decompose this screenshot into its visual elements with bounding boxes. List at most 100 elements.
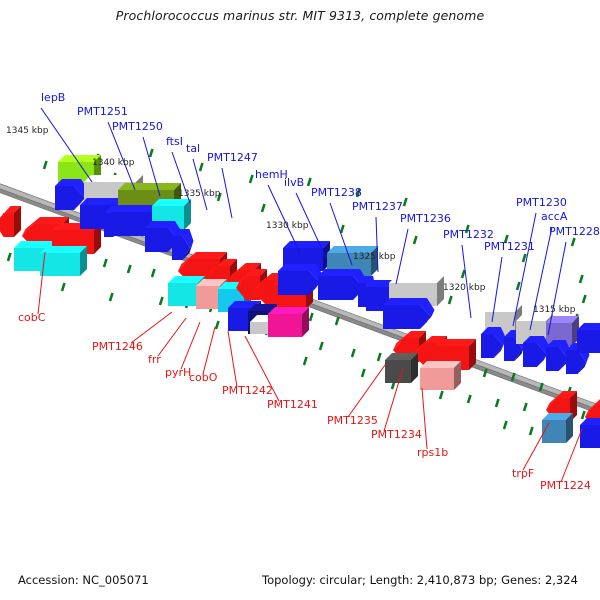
gene-top-face [118, 183, 181, 190]
gene-glyph-forward[interactable] [383, 298, 435, 329]
gene-front-face [523, 343, 547, 367]
gene-top-face [248, 304, 277, 311]
gene-front-face [250, 322, 272, 334]
leader-line [142, 136, 161, 197]
gene-glyph-forward[interactable] [278, 264, 324, 295]
gene-top-face [268, 307, 309, 314]
gene-front-face [236, 276, 260, 300]
gene-label-PMT1247[interactable]: PMT1247 [207, 151, 258, 164]
tick-mark-lower [308, 312, 314, 322]
gene-label-PMT1238[interactable]: PMT1238 [311, 186, 362, 199]
leader-line [221, 167, 233, 219]
gene-label-PMT1242[interactable]: PMT1242 [222, 384, 273, 397]
gene-front-face [145, 228, 179, 252]
tick-mark-upper [248, 174, 254, 184]
gene-front-face [580, 425, 600, 448]
gene-glyph-reverse[interactable] [0, 206, 21, 237]
gene-glyph-forward[interactable] [172, 229, 194, 260]
gene-label-PMT1234[interactable]: PMT1234 [371, 428, 422, 441]
gene-label-PMT1235[interactable]: PMT1235 [327, 414, 378, 427]
tick-mark-lower [60, 282, 66, 292]
gene-glyph-forward[interactable] [55, 179, 89, 210]
gene-top-face [542, 413, 573, 420]
gene-top-face [393, 331, 426, 350]
gene-front-face [278, 271, 320, 295]
gene-label-cobC[interactable]: cobC [18, 311, 46, 324]
tick-mark-upper [216, 192, 222, 202]
coordinate-marker: 1320 kbp [443, 283, 486, 293]
leader-line [202, 326, 216, 375]
accession-text: Accession: NC_005071 [18, 573, 149, 587]
leader-line [40, 107, 93, 183]
leader-line [267, 184, 301, 254]
tick-mark-lower [102, 258, 108, 268]
gene-label-trpF[interactable]: trpF [512, 467, 534, 480]
tick-mark-upper [412, 235, 418, 245]
gene-label-PMT1236[interactable]: PMT1236 [400, 212, 451, 225]
gene-front-face [542, 420, 566, 443]
gene-label-PMT1250[interactable]: PMT1250 [112, 120, 163, 133]
gene-glyph-reverse[interactable] [580, 418, 600, 448]
gene-glyph-reverse[interactable] [268, 307, 309, 337]
tick-mark-upper [464, 224, 470, 234]
gene-label-pyrH[interactable]: pyrH [165, 366, 191, 379]
gene-glyph-reverse[interactable] [385, 353, 418, 383]
gene-label-rps1b[interactable]: rps1b [417, 446, 448, 459]
gene-label-cobO[interactable]: cobO [189, 371, 218, 384]
gene-label-PMT1237[interactable]: PMT1237 [352, 200, 403, 213]
gene-glyph-forward[interactable] [145, 221, 183, 252]
gene-glyph-forward[interactable] [481, 327, 507, 358]
gene-front-face [0, 213, 14, 237]
tick-mark-upper [148, 148, 154, 158]
gene-top-face [196, 279, 227, 286]
gene-top-face [0, 206, 21, 219]
gene-glyph-forward[interactable] [318, 269, 368, 300]
coordinate-marker: 1315 kbp [533, 305, 576, 315]
gene-side-face [94, 223, 101, 254]
gene-top-face [55, 179, 89, 198]
gene-label-PMT1251[interactable]: PMT1251 [77, 105, 128, 118]
gene-label-PMT1246[interactable]: PMT1246 [92, 340, 143, 353]
gene-label-ilvB[interactable]: ilvB [284, 176, 304, 189]
gene-label-PMT1228[interactable]: PMT1228 [549, 225, 600, 238]
gene-label-ftsI[interactable]: ftsI [166, 135, 183, 148]
gene-front-face [385, 360, 411, 383]
gene-label-lepB[interactable]: lepB [41, 91, 65, 104]
gene-label-hemH[interactable]: hemH [255, 168, 288, 181]
page-title: Prochlorococcus marinus str. MIT 9313, c… [115, 8, 485, 23]
gene-glyph-forward[interactable] [546, 340, 572, 371]
gene-label-tal[interactable]: tal [186, 142, 200, 155]
gene-label-PMT1231[interactable]: PMT1231 [484, 240, 535, 253]
gene-label-PMT1230[interactable]: PMT1230 [516, 196, 567, 209]
coordinate-marker: 1335 kbp [178, 189, 221, 199]
tick-mark-upper [460, 269, 466, 279]
gene-label-PMT1232[interactable]: PMT1232 [443, 228, 494, 241]
gene-glyph-reverse[interactable] [420, 361, 461, 390]
gene-glyph-forward[interactable] [523, 336, 551, 367]
gene-front-face [40, 253, 80, 276]
tick-mark-lower [126, 264, 132, 274]
tick-mark-lower [466, 394, 472, 404]
leader-line [227, 330, 238, 388]
gene-label-PMT1241[interactable]: PMT1241 [267, 398, 318, 411]
gene-glyph-reverse[interactable] [40, 246, 87, 276]
tick-mark-upper [260, 203, 266, 213]
tick-mark-upper [402, 197, 408, 207]
gene-top-face [145, 221, 183, 240]
gene-top-face [414, 336, 447, 355]
gene-glyph-forward[interactable] [577, 323, 600, 353]
gene-front-face [55, 186, 85, 210]
gene-label-PMT1224[interactable]: PMT1224 [540, 479, 591, 492]
tick-mark-upper [521, 253, 527, 263]
gene-front-face [172, 236, 190, 260]
gene-label-frr[interactable]: frr [148, 353, 161, 366]
gene-label-accA[interactable]: accA [541, 210, 568, 223]
leader-line [461, 244, 472, 319]
tick-mark-upper [339, 224, 345, 234]
leader-line [244, 335, 280, 402]
gene-top-face [481, 327, 507, 346]
gene-top-face [546, 340, 572, 359]
coordinate-marker: 1340 kbp [92, 158, 135, 168]
tick-mark-upper [306, 177, 312, 187]
